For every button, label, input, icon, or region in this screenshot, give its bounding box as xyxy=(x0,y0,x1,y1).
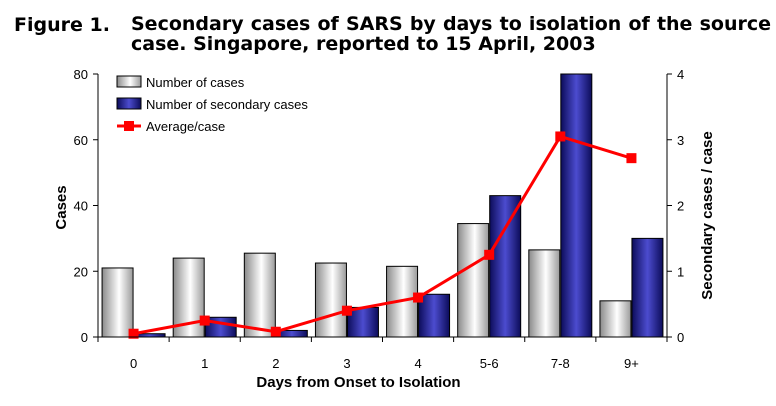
bar-secondary-cases xyxy=(631,237,664,338)
average-per-case-marker xyxy=(199,315,210,326)
legend-swatch-secondary xyxy=(116,97,142,110)
bar-secondary-cases xyxy=(489,195,522,338)
average-per-case-marker xyxy=(413,292,424,303)
legend-swatch-marker xyxy=(124,121,134,131)
bar-secondary-cases xyxy=(560,73,593,338)
legend-label: Number of cases xyxy=(146,75,245,90)
x-axis-title: Days from Onset to Isolation xyxy=(256,374,460,391)
line-layer xyxy=(128,131,637,339)
bar-secondary-cases xyxy=(418,293,451,338)
x-tick-label: 4 xyxy=(414,356,421,371)
x-tick-label: 7-8 xyxy=(551,356,570,371)
legend-label: Number of secondary cases xyxy=(146,97,308,112)
y-tick-label-right: 1 xyxy=(677,264,684,279)
y-tick-label-left: 20 xyxy=(74,264,88,279)
average-per-case-marker xyxy=(128,328,139,339)
y2-axis-title: Secondary cases / case xyxy=(699,131,716,299)
bar-number-of-cases xyxy=(599,300,632,338)
x-tick-label: 2 xyxy=(272,356,279,371)
y-tick-label-left: 0 xyxy=(81,330,88,345)
y-tick-label-right: 3 xyxy=(677,133,684,148)
legend: Number of cases Number of secondary cases… xyxy=(116,75,308,134)
bar-number-of-cases xyxy=(101,267,134,338)
bar-layer xyxy=(101,73,664,338)
x-tick-label: 1 xyxy=(201,356,208,371)
x-tick-label: 5-6 xyxy=(480,356,499,371)
y-tick-label-left: 80 xyxy=(74,67,88,82)
y-tick-label-right: 2 xyxy=(677,199,684,214)
bar-number-of-cases xyxy=(457,223,490,338)
average-per-case-line xyxy=(133,134,632,336)
y-axis-title: Cases xyxy=(53,185,70,229)
x-tick-label: 3 xyxy=(343,356,350,371)
y-tick-label-right: 0 xyxy=(677,330,684,345)
figure-title: Secondary cases of SARS by days to isola… xyxy=(131,13,771,55)
y-tick-label-left: 40 xyxy=(74,199,88,214)
average-per-case-marker xyxy=(270,326,281,337)
x-tick-label: 9+ xyxy=(624,356,639,371)
legend-swatch-cases xyxy=(116,75,142,88)
average-per-case-marker xyxy=(341,305,352,316)
bar-number-of-cases xyxy=(243,252,276,338)
bar-number-of-cases xyxy=(314,262,347,338)
average-per-case-marker xyxy=(555,131,566,142)
average-per-case-marker xyxy=(484,249,495,260)
legend-label: Average/case xyxy=(146,119,225,134)
bar-number-of-cases xyxy=(528,249,561,338)
y-tick-label-right: 4 xyxy=(677,67,684,82)
x-tick-label: 0 xyxy=(130,356,137,371)
y-tick-label-left: 60 xyxy=(74,133,88,148)
bar-secondary-cases xyxy=(346,306,379,338)
average-per-case-marker xyxy=(626,153,637,164)
figure-label: Figure 1. xyxy=(14,14,110,36)
